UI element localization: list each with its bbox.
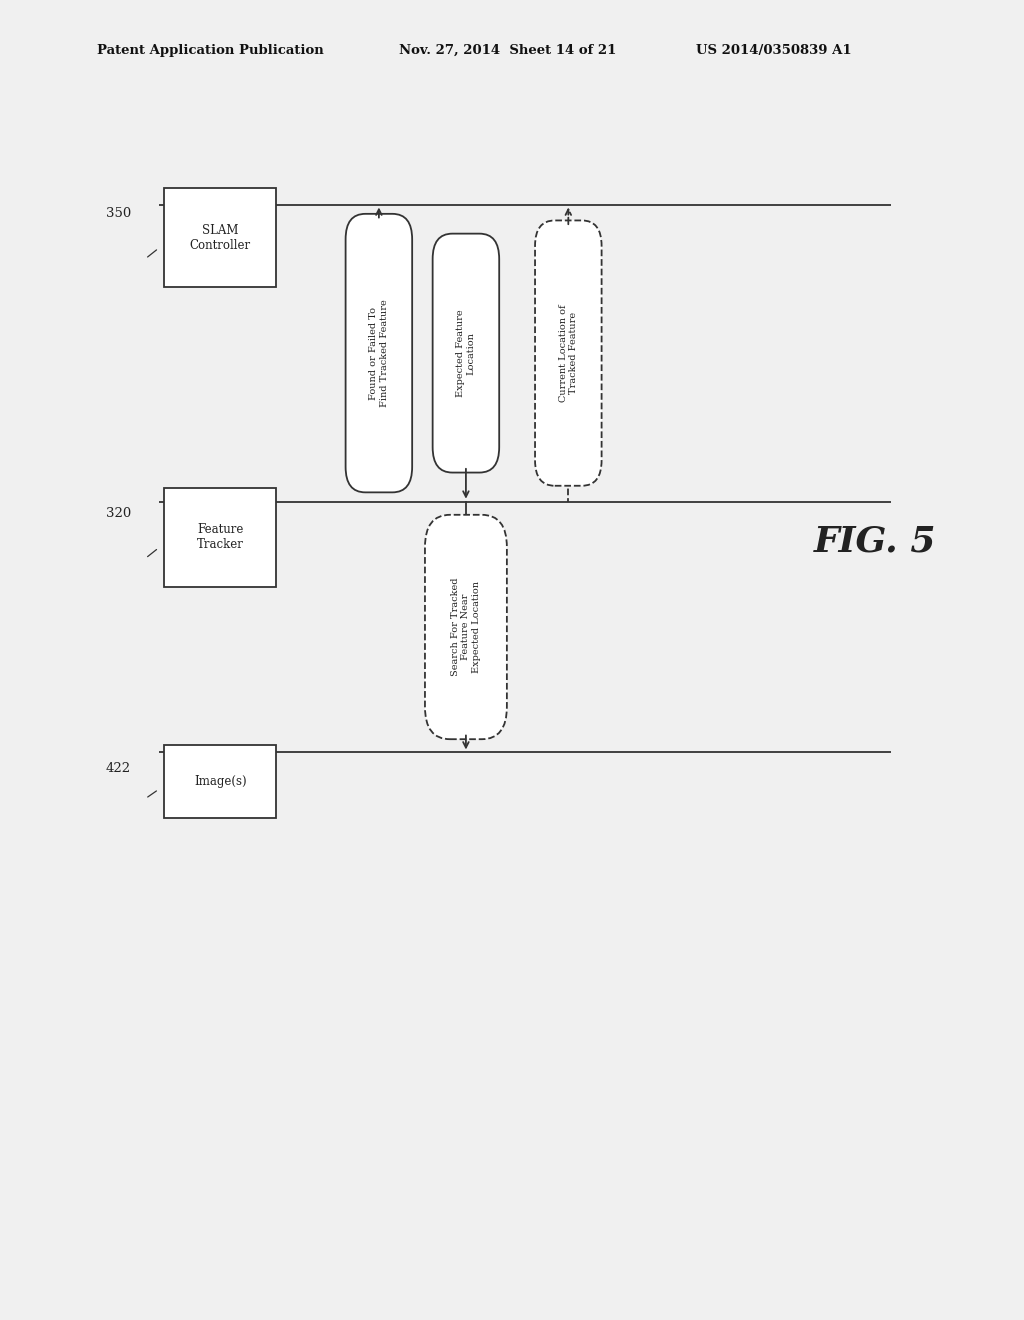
Text: Image(s): Image(s): [194, 775, 247, 788]
Text: US 2014/0350839 A1: US 2014/0350839 A1: [696, 44, 852, 57]
FancyBboxPatch shape: [432, 234, 500, 473]
Text: Nov. 27, 2014  Sheet 14 of 21: Nov. 27, 2014 Sheet 14 of 21: [399, 44, 616, 57]
Text: 422: 422: [105, 762, 131, 775]
Text: Found or Failed To
Find Tracked Feature: Found or Failed To Find Tracked Feature: [370, 300, 388, 407]
Text: Current Location of
Tracked Feature: Current Location of Tracked Feature: [559, 305, 578, 401]
FancyBboxPatch shape: [164, 189, 276, 288]
Text: Feature
Tracker: Feature Tracker: [197, 523, 244, 552]
FancyBboxPatch shape: [345, 214, 412, 492]
Text: Patent Application Publication: Patent Application Publication: [97, 44, 324, 57]
FancyBboxPatch shape: [536, 220, 602, 486]
Text: SLAM
Controller: SLAM Controller: [189, 223, 251, 252]
FancyBboxPatch shape: [164, 488, 276, 586]
Text: Search For Tracked
Feature Near
Expected Location: Search For Tracked Feature Near Expected…: [451, 578, 481, 676]
Text: 320: 320: [105, 507, 131, 520]
Text: Expected Feature
Location: Expected Feature Location: [457, 309, 475, 397]
FancyBboxPatch shape: [425, 515, 507, 739]
FancyBboxPatch shape: [164, 744, 276, 818]
Text: 350: 350: [105, 207, 131, 220]
Text: FIG. 5: FIG. 5: [814, 524, 937, 558]
